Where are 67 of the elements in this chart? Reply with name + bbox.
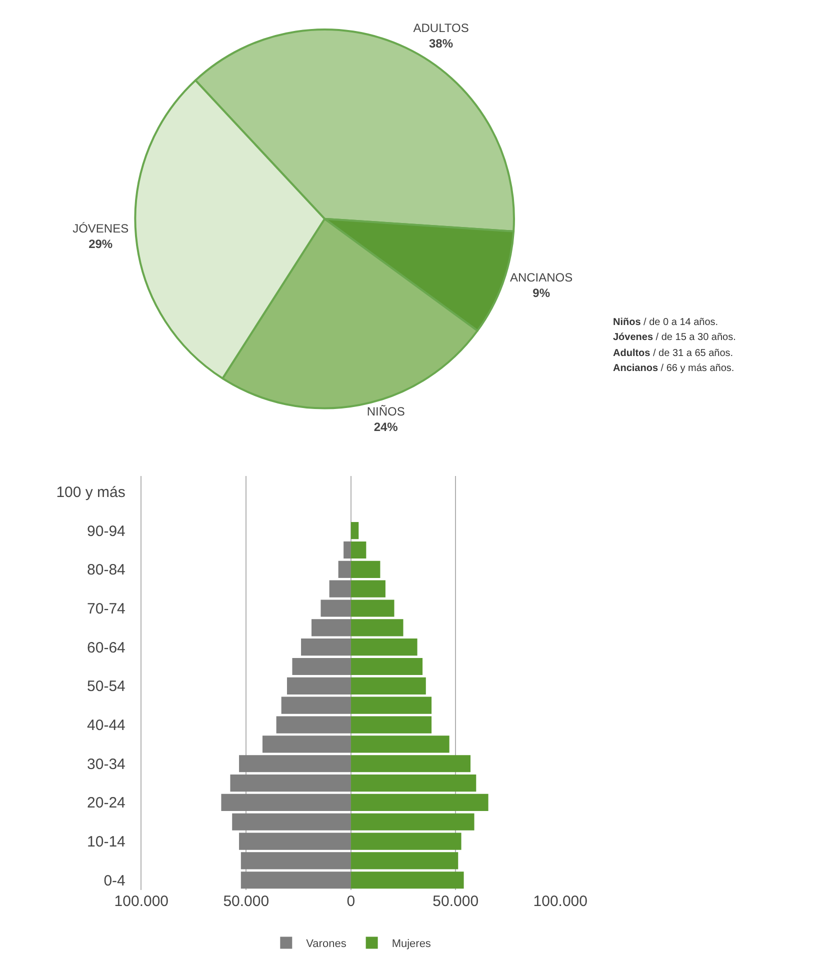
x-tick-label: 50.000 bbox=[223, 892, 270, 910]
bar bbox=[232, 813, 351, 830]
bar bbox=[350, 852, 458, 870]
x-tick-label: 100.000 bbox=[114, 892, 169, 910]
bar bbox=[344, 541, 351, 559]
y-tick-label: 90-94 bbox=[87, 522, 126, 540]
bar bbox=[350, 696, 432, 714]
text: Jóvenes / de 15 a 30 años. bbox=[613, 332, 736, 343]
slice-label: ANCIANOS bbox=[510, 270, 573, 285]
data-label: 29% bbox=[88, 236, 113, 251]
data-label: 24% bbox=[374, 420, 398, 434]
bar bbox=[301, 638, 351, 656]
bar bbox=[350, 580, 386, 598]
y-tick-label: 40-44 bbox=[87, 717, 126, 734]
bar bbox=[240, 852, 351, 870]
slice-label: NIÑOS bbox=[366, 404, 405, 419]
bar bbox=[281, 696, 351, 714]
bar bbox=[350, 658, 423, 676]
data-label: 38% bbox=[429, 36, 454, 50]
bar bbox=[350, 755, 471, 772]
x-tick-label: 100.000 bbox=[533, 892, 588, 910]
bar bbox=[312, 619, 351, 636]
y-tick-label: 100 y más bbox=[56, 484, 126, 501]
bar bbox=[350, 541, 366, 559]
bar bbox=[239, 832, 351, 850]
y-tick-label: 70-74 bbox=[87, 600, 126, 618]
bar bbox=[350, 677, 426, 694]
y-tick-label: 60-64 bbox=[87, 639, 126, 656]
text: Adultos / de 31 a 65 años. bbox=[613, 348, 734, 359]
bar bbox=[286, 677, 351, 694]
y-tick-label: 30-34 bbox=[87, 756, 126, 773]
bar bbox=[350, 522, 359, 540]
y-tick-label: 10-14 bbox=[87, 834, 126, 851]
bar bbox=[350, 813, 474, 830]
bar bbox=[350, 872, 464, 889]
bar bbox=[350, 638, 418, 656]
bar bbox=[350, 794, 488, 811]
y-tick-label: 0-4 bbox=[104, 872, 126, 890]
bar bbox=[239, 755, 351, 772]
bar bbox=[338, 560, 351, 578]
text: Ancianos / 66 y más años. bbox=[613, 363, 734, 374]
bar bbox=[350, 560, 380, 578]
bar bbox=[230, 774, 351, 792]
bar bbox=[276, 716, 351, 734]
bar bbox=[350, 600, 394, 617]
y-tick-label: 50-54 bbox=[87, 678, 126, 696]
x-tick-label: 50.000 bbox=[432, 892, 479, 910]
bar bbox=[320, 600, 351, 617]
bar bbox=[350, 832, 462, 850]
text: Niños / de 0 a 14 años. bbox=[613, 317, 718, 328]
bar bbox=[329, 580, 351, 598]
bar bbox=[350, 774, 476, 792]
bar bbox=[350, 736, 450, 753]
slice-label: ADULTOS bbox=[413, 20, 469, 35]
bar bbox=[240, 872, 351, 889]
y-tick-label: 20-24 bbox=[87, 794, 126, 812]
y-tick-label: 80-84 bbox=[87, 562, 126, 579]
legend-label: Varones bbox=[306, 938, 347, 950]
bar bbox=[350, 619, 404, 636]
bar bbox=[350, 716, 432, 734]
data-label: 9% bbox=[532, 286, 550, 300]
bar bbox=[262, 736, 351, 753]
bar bbox=[221, 794, 351, 811]
slice-label: JÓVENES bbox=[72, 221, 129, 236]
legend-label: Mujeres bbox=[392, 938, 432, 950]
x-tick-label: 0 bbox=[346, 892, 356, 910]
bar bbox=[292, 658, 351, 676]
